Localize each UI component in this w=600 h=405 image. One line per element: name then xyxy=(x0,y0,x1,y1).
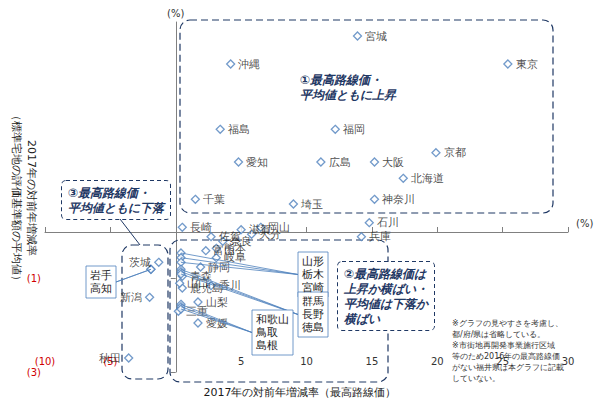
svg-text:埼玉: 埼玉 xyxy=(300,198,323,211)
svg-text:10: 10 xyxy=(300,356,313,367)
svg-text:5: 5 xyxy=(238,356,244,367)
svg-text:していない。: していない。 xyxy=(452,374,500,383)
svg-text:②最高路線価は: ②最高路線価は xyxy=(344,267,427,281)
svg-text:横ばい: 横ばい xyxy=(343,312,381,326)
svg-text:愛媛: 愛媛 xyxy=(205,316,228,330)
svg-text:長野: 長野 xyxy=(302,308,324,321)
svg-text:山梨: 山梨 xyxy=(206,296,228,309)
svg-text:島根: 島根 xyxy=(256,339,278,352)
svg-text:岐阜: 岐阜 xyxy=(223,251,246,265)
svg-text:(1): (1) xyxy=(27,273,41,284)
svg-text:香川: 香川 xyxy=(218,279,241,293)
svg-text:東京: 東京 xyxy=(516,58,538,71)
svg-text:15: 15 xyxy=(366,356,379,367)
svg-text:※グラフの見やすさを考慮し、: ※グラフの見やすさを考慮し、 xyxy=(452,319,563,328)
svg-text:上昇か横ばい・: 上昇か横ばい・ xyxy=(343,282,428,296)
svg-text:広島: 広島 xyxy=(329,156,351,169)
svg-text:岩手: 岩手 xyxy=(90,269,112,282)
svg-text:（標準宅地の評価基準額の平均値）: （標準宅地の評価基準額の平均値） xyxy=(10,110,23,286)
svg-text:①最高路線価・: ①最高路線価・ xyxy=(300,73,382,87)
svg-text:(3): (3) xyxy=(27,367,41,378)
svg-text:都/府/県は省略している。: 都/府/県は省略している。 xyxy=(452,330,545,339)
svg-text:徳島: 徳島 xyxy=(302,321,324,334)
svg-text:20: 20 xyxy=(431,356,444,367)
svg-text:茨城: 茨城 xyxy=(129,256,151,269)
svg-text:宮城: 宮城 xyxy=(365,30,387,43)
svg-text:がない福井県は本グラフに記載: がない福井県は本グラフに記載 xyxy=(452,363,564,372)
svg-text:(%): (%) xyxy=(167,8,184,19)
svg-text:等のため2016年の最高路線価: 等のため2016年の最高路線価 xyxy=(452,352,560,361)
svg-text:山口: 山口 xyxy=(187,276,210,290)
svg-text:長崎: 長崎 xyxy=(190,221,212,234)
svg-text:(10): (10) xyxy=(35,356,56,367)
svg-text:平均値ともに下落: 平均値ともに下落 xyxy=(68,201,166,215)
svg-text:三重: 三重 xyxy=(186,305,208,318)
svg-text:福島: 福島 xyxy=(228,123,250,136)
svg-text:2017年の対前年増減率（最高路線価）: 2017年の対前年増減率（最高路線価） xyxy=(204,386,397,399)
svg-text:千葉: 千葉 xyxy=(203,193,225,206)
svg-text:静岡: 静岡 xyxy=(208,260,231,274)
svg-text:宮崎: 宮崎 xyxy=(302,281,324,294)
svg-text:神奈川: 神奈川 xyxy=(382,193,415,206)
svg-text:平均値は下落か: 平均値は下落か xyxy=(344,297,429,311)
svg-text:大分: 大分 xyxy=(259,228,281,241)
svg-text:鳥取: 鳥取 xyxy=(255,326,278,339)
svg-text:山形: 山形 xyxy=(302,255,324,268)
svg-text:和歌山: 和歌山 xyxy=(256,313,289,326)
svg-text:北海道: 北海道 xyxy=(411,172,444,185)
svg-text:平均値ともに上昇: 平均値ともに上昇 xyxy=(300,88,397,102)
svg-text:高知: 高知 xyxy=(90,282,112,295)
svg-text:愛知: 愛知 xyxy=(246,156,268,169)
svg-text:福岡: 福岡 xyxy=(343,123,365,136)
svg-text:栃木: 栃木 xyxy=(302,268,324,281)
svg-text:群馬: 群馬 xyxy=(302,295,324,308)
svg-text:(%): (%) xyxy=(576,218,593,229)
svg-text:2017年の対前年増減率: 2017年の対前年増減率 xyxy=(25,140,38,256)
svg-text:兵庫: 兵庫 xyxy=(369,230,391,243)
svg-text:新潟: 新潟 xyxy=(120,291,142,304)
svg-text:③最高路線価・: ③最高路線価・ xyxy=(68,186,150,200)
svg-text:30: 30 xyxy=(561,355,575,367)
svg-text:秋田: 秋田 xyxy=(99,352,121,365)
svg-text:※市街地再開発事業施行区域: ※市街地再開発事業施行区域 xyxy=(452,341,555,350)
svg-text:石川: 石川 xyxy=(377,216,399,229)
svg-text:大阪: 大阪 xyxy=(382,156,404,169)
svg-text:京都: 京都 xyxy=(444,146,466,159)
svg-text:沖縄: 沖縄 xyxy=(238,58,260,71)
